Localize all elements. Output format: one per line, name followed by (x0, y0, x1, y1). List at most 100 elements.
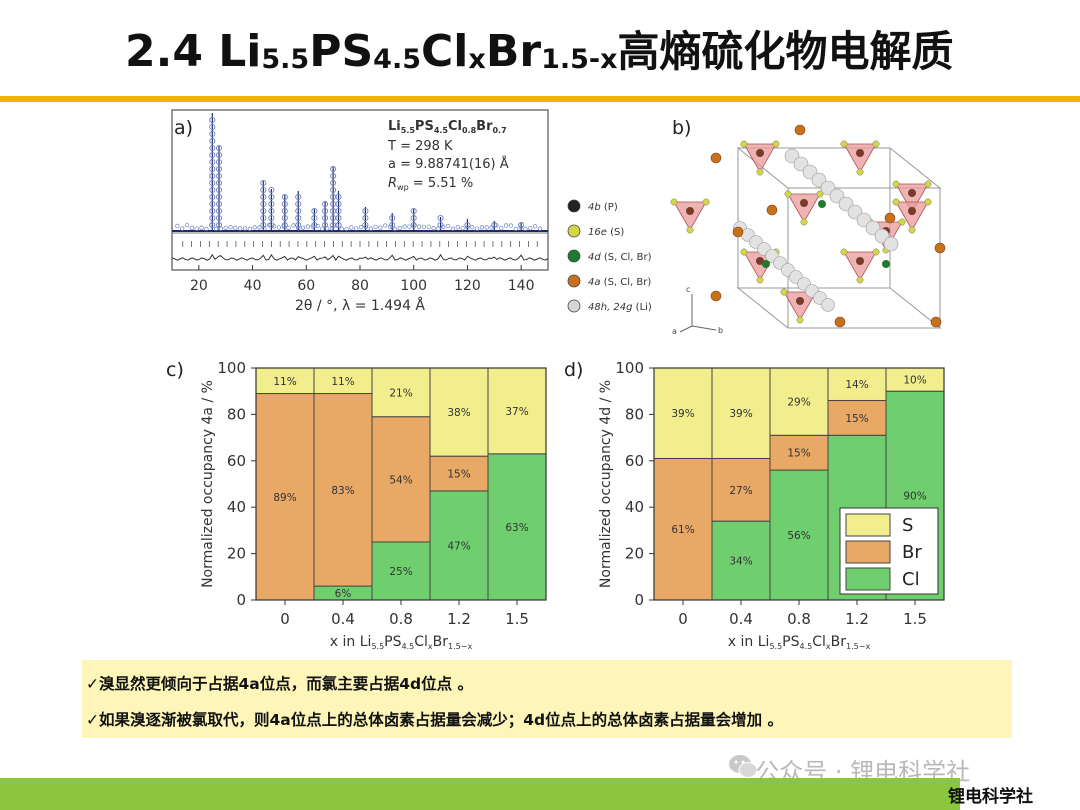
y-tick-label: 60 (625, 452, 644, 470)
4a-atom (931, 317, 941, 327)
legend-entry: 48h, 24g (Li) (588, 302, 652, 313)
xrd-observed-point (374, 225, 378, 229)
s-atom (757, 277, 763, 283)
p-atom (856, 149, 864, 157)
conclusion-box: ✓溴显然更倾向于占据4a位点，而氯主要占据4d位点 。 ✓如果溴逐渐被氯取代，则… (82, 660, 1012, 738)
y-tick-label: 0 (634, 591, 644, 609)
legend-entry: 4a (S, Cl, Br) (588, 277, 651, 288)
x-tick-label: 0.4 (331, 610, 355, 628)
xrd-observed-point (538, 227, 542, 231)
ps4-tetrahedron (788, 194, 820, 222)
xrd-x-tick-label: 120 (454, 278, 481, 294)
x-tick-label: 0 (280, 610, 290, 628)
p-atom (756, 149, 764, 157)
xrd-observed-point (509, 224, 513, 228)
4a-atom (733, 227, 743, 237)
xrd-observed-point (292, 224, 296, 228)
axis-b: b (718, 326, 723, 335)
legend-swatch (568, 200, 580, 212)
x-tick-label: 0.8 (389, 610, 413, 628)
xrd-observed-point (432, 226, 436, 230)
bar-data-label: 11% (273, 376, 296, 388)
s-atom (925, 181, 931, 187)
y-tick-label: 80 (227, 405, 246, 423)
xrd-observed-point (190, 226, 194, 230)
xrd-observed-point (456, 226, 460, 230)
xrd-observed-point (359, 225, 363, 229)
legend-entry: 16e (S) (588, 227, 624, 238)
xrd-observed-point (219, 227, 223, 231)
bar-data-label: 15% (845, 413, 868, 425)
title-underline (0, 96, 1080, 102)
xrd-observed-point (350, 226, 354, 230)
x-tick-label: 1.2 (845, 610, 869, 628)
bar-data-label: 34% (729, 556, 752, 568)
bar-data-label: 54% (389, 474, 412, 486)
x-tick-label: 1.2 (447, 610, 471, 628)
xrd-observed-point (195, 227, 199, 231)
bar-data-label: 63% (505, 522, 528, 534)
s-atom (773, 141, 779, 147)
y-axis-label: Normalized occupancy 4a / % (200, 380, 216, 588)
xrd-observed-point (277, 226, 281, 230)
ps4-tetrahedron (844, 144, 876, 172)
4a-atom (711, 291, 721, 301)
s-atom (841, 141, 847, 147)
legend-swatch-br (846, 541, 890, 563)
legend-label: S (902, 515, 913, 536)
p-atom (908, 189, 916, 197)
xrd-observed-point (325, 227, 329, 231)
s-atom (899, 219, 905, 225)
s-atom (873, 141, 879, 147)
difference-curve (172, 255, 548, 260)
s-atom (687, 227, 693, 233)
s-atom (801, 219, 807, 225)
footer-bar (0, 778, 960, 810)
xrd-observed-point (417, 225, 421, 229)
x-tick-label: 1.5 (903, 610, 927, 628)
4a-atom (885, 213, 895, 223)
note-1: ✓溴显然更倾向于占据4a位点，而氯主要占据4d位点 。 (86, 672, 473, 694)
bar-data-label: 15% (447, 469, 470, 481)
4d-atom (882, 260, 890, 268)
s-atom (671, 199, 677, 205)
4a-atom (835, 317, 845, 327)
temperature: T = 298 K (387, 139, 453, 154)
xrd-x-tick-label: 60 (297, 278, 315, 294)
s-atom (873, 249, 879, 255)
p-atom (856, 257, 864, 265)
4d-atom (762, 260, 770, 268)
xrd-observed-point (422, 225, 426, 229)
y-tick-label: 80 (625, 405, 644, 423)
legend-swatch (568, 300, 580, 312)
axis-a: a (672, 327, 677, 336)
site-legend: 4b (P)16e (S)4d (S, Cl, Br)4a (S, Cl, Br… (568, 200, 652, 313)
panel-a-label: a) (174, 117, 193, 139)
lattice-parameter: a = 9.88741(16) Å (388, 156, 509, 172)
bar-data-label: 90% (903, 491, 926, 503)
xrd-observed-point (480, 226, 484, 230)
p-atom (800, 199, 808, 207)
legend-label: Br (902, 542, 922, 563)
s-atom (741, 249, 747, 255)
legend-swatch (568, 275, 580, 287)
xrd-observed-point (176, 224, 180, 228)
xrd-observed-point (383, 224, 387, 228)
li-atom (822, 299, 835, 312)
xrd-observed-point (253, 226, 257, 230)
bar-data-label: 37% (505, 406, 528, 418)
xrd-observed-point (369, 227, 373, 231)
xrd-x-axis: 20 40 60 80 100 120 140 (190, 265, 535, 294)
unit-cell (738, 148, 940, 328)
xrd-observed-point (398, 226, 402, 230)
bar-data-label: 15% (787, 448, 810, 460)
bar-data-label: 38% (447, 407, 470, 419)
panel-label: d) (564, 359, 583, 381)
y-tick-label: 40 (227, 498, 246, 516)
legend-entry: 4b (P) (588, 202, 618, 213)
xrd-observed-point (224, 226, 228, 230)
y-tick-label: 40 (625, 498, 644, 516)
xrd-observed-point (379, 226, 383, 230)
xrd-observed-point (287, 226, 291, 230)
axis-triad (680, 294, 716, 332)
